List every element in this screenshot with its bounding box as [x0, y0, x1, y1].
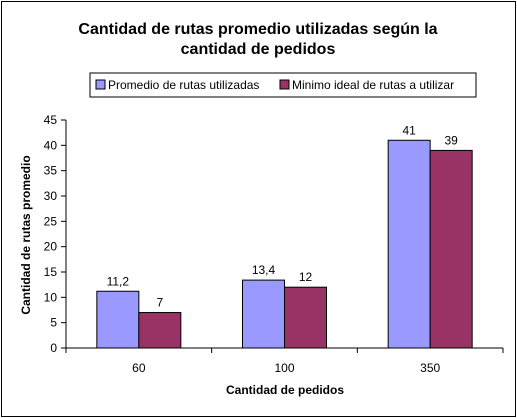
y-tick-label: 20	[44, 240, 58, 254]
bar-series-2	[429, 149, 473, 349]
y-tick-label: 25	[44, 214, 58, 228]
y-axis-title: Cantidad de rutas promedio	[19, 155, 33, 314]
data-label: 12	[299, 270, 313, 284]
y-tick-label: 45	[44, 113, 58, 127]
y-tick-label: 40	[44, 138, 58, 152]
legend-label-series-1: Promedio de rutas utilizadas	[108, 78, 259, 92]
y-tick-label: 5	[50, 316, 57, 330]
data-label: 13,4	[252, 263, 276, 277]
chart-title-line-1: Cantidad de rutas promedio utilizadas se…	[78, 21, 437, 38]
data-label: 39	[444, 133, 458, 147]
bar-series-2	[284, 286, 327, 349]
x-axis-title: Cantidad de pedidos	[226, 383, 344, 397]
x-tick-label: 100	[274, 361, 294, 375]
chart-title-line-2: cantidad de pedidos	[181, 41, 336, 58]
bar-series-2	[138, 312, 182, 349]
bar-series-1	[96, 290, 140, 349]
data-label: 41	[402, 123, 416, 137]
legend-swatch-series-1	[95, 79, 106, 90]
plot-area: 0 5 10 15 20 25 30 35 40 45 60 11,2 7 100 13,4 12 350 41 3…	[44, 113, 504, 375]
legend: Promedio de rutas utilizadas Minimo idea…	[89, 72, 477, 98]
legend-swatch-series-2	[279, 79, 290, 90]
bar-series-1	[242, 279, 285, 349]
legend-label-series-2: Minimo ideal de rutas a utilizar	[292, 78, 454, 92]
y-tick-label: 35	[44, 164, 58, 178]
bar-series-1	[387, 139, 431, 349]
data-label: 11,2	[107, 274, 130, 288]
x-tick-label: 60	[132, 361, 146, 375]
data-label: 7	[156, 296, 163, 310]
x-tick-label: 350	[420, 361, 440, 375]
y-tick-label: 10	[44, 290, 58, 304]
y-tick-label: 30	[44, 189, 58, 203]
y-tick-label: 15	[44, 265, 58, 279]
y-tick-label: 0	[50, 341, 57, 355]
